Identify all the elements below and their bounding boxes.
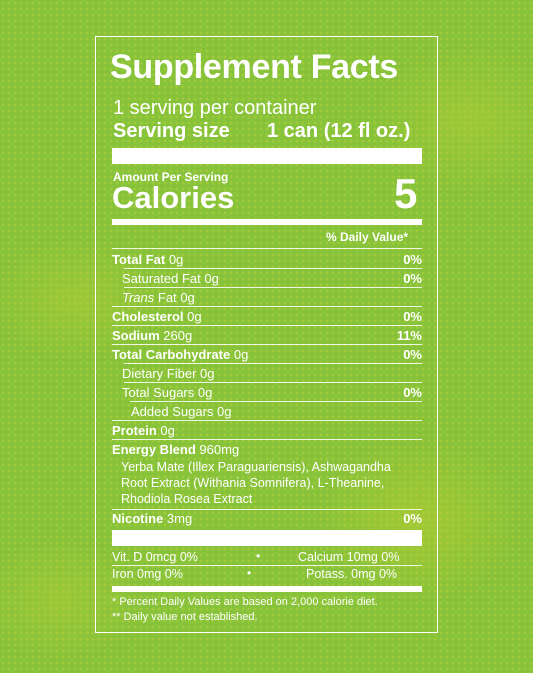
energy-blend-ingredients-line-3: Rhodiola Rosea Extract	[121, 492, 253, 506]
total-carbohydrate-label: Total Carbohydrate	[112, 347, 231, 362]
total-fat-label: Total Fat	[112, 252, 166, 267]
total-sugars-dv: 0%	[403, 385, 422, 400]
protein-label: Protein	[112, 423, 157, 438]
cholesterol-amount: 0g	[187, 309, 202, 324]
thick-divider-top	[112, 148, 422, 164]
dietary-fiber-amount: 0g	[200, 366, 215, 381]
footnote-not-established: ** Daily value not established.	[112, 611, 258, 623]
total-carbohydrate-dv: 0%	[403, 347, 422, 362]
calories-value: 5	[394, 170, 418, 217]
serving-size-label: Serving size	[113, 120, 230, 142]
separator-dot: •	[256, 549, 261, 563]
saturated-fat-dv: 0%	[403, 271, 422, 286]
daily-value-header: % Daily Value*	[326, 230, 409, 244]
amount-per-serving: Amount Per Serving	[113, 170, 229, 184]
footnote-daily-values: * Percent Daily Values are based on 2,00…	[112, 596, 378, 608]
cholesterol-label: Cholesterol	[112, 309, 184, 324]
divider	[112, 439, 422, 440]
trans-fat-label: Fat	[157, 290, 177, 305]
potassium-entry: Potass. 0mg 0%	[306, 567, 398, 581]
servings-per-container: 1 serving per container	[113, 97, 317, 119]
trans-fat-label-italic: Trans	[122, 290, 155, 305]
total-sugars-label: Total Sugars	[122, 385, 195, 400]
added-sugars-label: Added Sugars	[131, 404, 214, 419]
divider	[124, 363, 422, 364]
total-fat-dv: 0%	[403, 252, 422, 267]
divider	[124, 287, 422, 288]
supplement-facts-panel	[95, 36, 438, 633]
saturated-fat-amount: 0g	[204, 271, 219, 286]
medium-divider-bottom	[112, 586, 422, 592]
protein-amount: 0g	[160, 423, 175, 438]
separator-dot: •	[247, 566, 252, 580]
total-carbohydrate-amount: 0g	[233, 347, 249, 362]
divider	[112, 325, 422, 326]
energy-blend-ingredients-line-2: Root Extract (Withania Somnifera), L-The…	[121, 476, 385, 490]
divider	[124, 268, 422, 269]
nicotine-amount: 3mg	[166, 511, 193, 526]
divider	[112, 248, 422, 249]
panel-title: Supplement Facts	[110, 48, 399, 86]
divider	[124, 382, 422, 383]
energy-blend-amount: 960mg	[199, 442, 240, 457]
saturated-fat-label: Saturated Fat	[122, 271, 201, 286]
iron-entry: Iron 0mg 0%	[112, 567, 183, 581]
nicotine-dv: 0%	[403, 511, 422, 526]
trans-fat-amount: 0g	[180, 290, 195, 305]
divider	[112, 565, 422, 566]
calories-label: Calories	[112, 180, 235, 215]
sodium-dv: 11%	[396, 328, 422, 343]
sodium-amount: 260g	[163, 328, 193, 343]
divider	[112, 420, 422, 421]
vitamin-d-entry: Vit. D 0mcg 0%	[112, 550, 198, 564]
calcium-entry: Calcium 10mg 0%	[298, 550, 400, 564]
medium-divider	[112, 219, 422, 225]
energy-blend-label: Energy Blend	[112, 442, 196, 457]
dietary-fiber-label: Dietary Fiber	[122, 366, 197, 381]
total-sugars-amount: 0g	[197, 385, 213, 400]
divider	[112, 306, 422, 307]
cholesterol-dv: 0%	[403, 309, 422, 324]
nicotine-label: Nicotine	[112, 511, 164, 526]
added-sugars-amount: 0g	[217, 404, 232, 419]
divider	[130, 401, 422, 402]
total-fat-amount: 0g	[168, 252, 184, 267]
thick-divider-bottom	[112, 530, 422, 546]
serving-size-value: 1 can (12 fl oz.)	[267, 120, 411, 142]
sodium-label: Sodium	[112, 328, 160, 343]
divider	[112, 344, 422, 345]
divider	[112, 509, 422, 510]
energy-blend-ingredients-line-1: Yerba Mate (Illex Paraguariensis), Ashwa…	[121, 460, 391, 474]
